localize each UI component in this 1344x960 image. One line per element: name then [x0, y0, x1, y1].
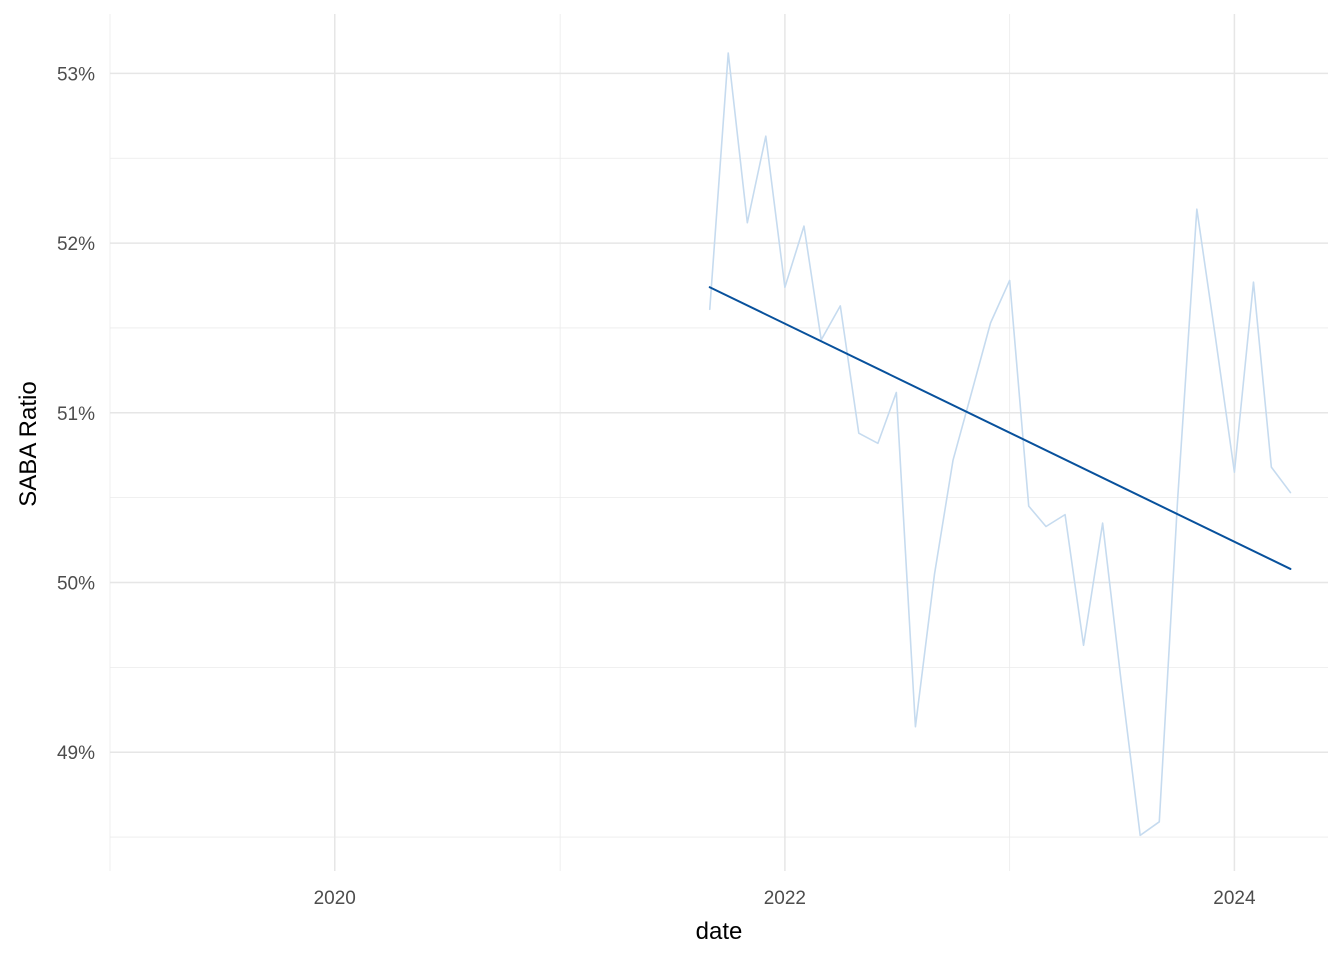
y-axis-title: SABA Ratio [15, 381, 42, 506]
series-line-raw [708, 52, 1292, 837]
series-layer [708, 52, 1292, 837]
y-tick-label: 49% [57, 743, 95, 764]
series-line-trend [708, 286, 1292, 570]
minor-gridlines [109, 14, 1328, 871]
x-tick-label: 2020 [314, 888, 356, 909]
y-tick-label: 50% [57, 574, 95, 595]
x-tick-label: 2024 [1213, 888, 1256, 909]
major-gridlines [110, 14, 1328, 871]
y-tick-label: 51% [57, 404, 95, 425]
x-axis-title: date [696, 918, 743, 945]
x-tick-labels: 2020 2022 2024 [314, 888, 1256, 909]
y-tick-label: 52% [57, 234, 95, 255]
x-tick-label: 2022 [764, 888, 806, 909]
y-tick-labels: 49% 50% 51% 52% 53% [57, 64, 95, 764]
y-tick-label: 53% [57, 64, 95, 85]
